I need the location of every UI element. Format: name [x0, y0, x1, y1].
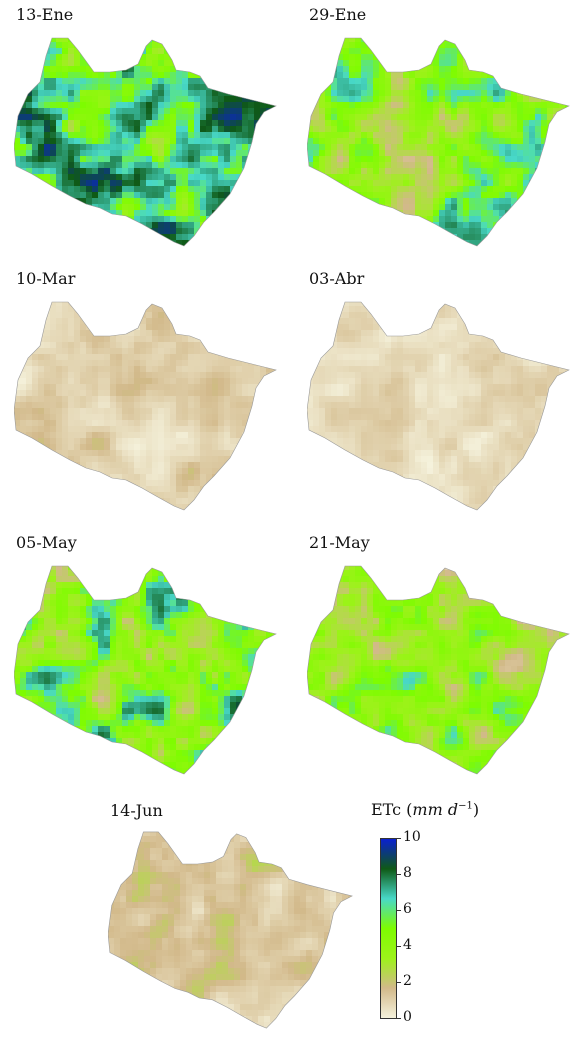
field-map-3 [14, 301, 277, 511]
colorbar-tick-2: 2 [403, 973, 412, 989]
colorbar-tick-10: 10 [403, 829, 421, 845]
field-map-1 [14, 37, 277, 247]
colorbar-tick-4: 4 [403, 937, 412, 953]
panel-title-4: 03-Abr [309, 269, 365, 288]
field-map-5 [14, 565, 277, 775]
colorbar-tick-8: 8 [403, 865, 412, 881]
field-map-7 [108, 831, 353, 1029]
field-map-2 [307, 37, 570, 247]
colorbar-tick-0: 0 [403, 1009, 412, 1025]
panel-title-3: 10-Mar [16, 269, 76, 288]
panel-title-6: 21-May [309, 533, 370, 552]
colorbar-title: ETc (mm d−1) [371, 800, 480, 819]
colorbar-gradient [380, 838, 397, 1019]
panel-title-2: 29-Ene [309, 5, 367, 24]
field-map-4 [307, 301, 570, 511]
panel-title-7: 14-Jun [110, 801, 163, 820]
colorbar-tick-6: 6 [403, 901, 412, 917]
panel-title-5: 05-May [16, 533, 77, 552]
panel-title-1: 13-Ene [16, 5, 74, 24]
field-map-6 [307, 565, 570, 775]
